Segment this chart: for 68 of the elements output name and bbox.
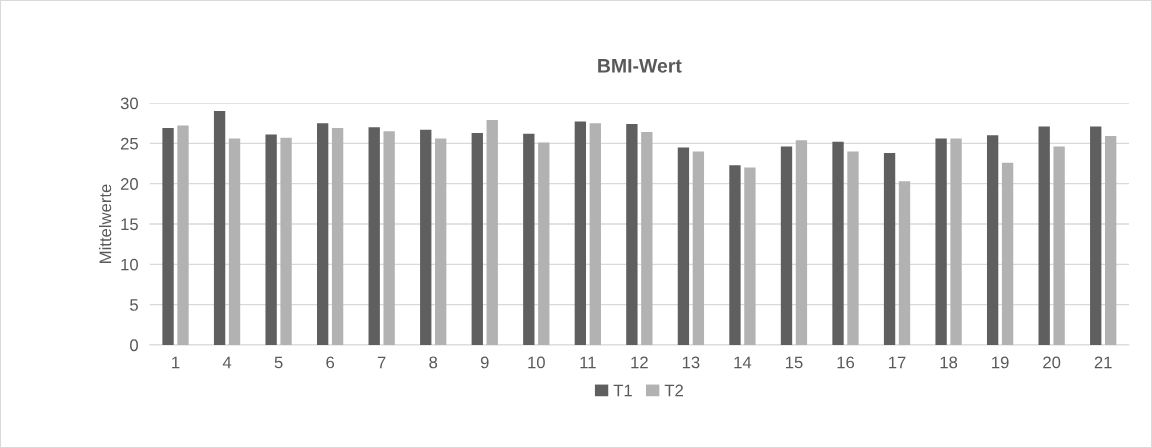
bar bbox=[331, 128, 344, 345]
x-tick-label: 5 bbox=[274, 356, 283, 369]
y-axis-title: Mittelwerte bbox=[99, 184, 112, 263]
bar bbox=[177, 125, 189, 345]
x-tick-label: 21 bbox=[1094, 356, 1112, 369]
x-tick-label: 19 bbox=[992, 356, 1009, 369]
bar bbox=[935, 138, 947, 345]
y-tick-label: 0 bbox=[130, 339, 138, 352]
bar bbox=[1001, 162, 1014, 345]
bar bbox=[1090, 126, 1102, 345]
bar bbox=[847, 151, 859, 345]
bar bbox=[162, 128, 174, 345]
bar bbox=[986, 135, 999, 345]
bar bbox=[368, 127, 380, 345]
bar bbox=[950, 138, 962, 345]
y-tick-label: 30 bbox=[120, 97, 138, 110]
x-tick-label: 17 bbox=[889, 356, 906, 369]
bar bbox=[486, 119, 498, 345]
bar bbox=[898, 181, 911, 345]
bar bbox=[265, 134, 277, 345]
x-tick-label: 13 bbox=[682, 356, 700, 369]
chart-title: BMI-Wert bbox=[598, 59, 682, 73]
x-tick-label: 8 bbox=[429, 356, 438, 369]
bar bbox=[523, 133, 535, 345]
bar bbox=[626, 124, 638, 345]
y-tick-label: 5 bbox=[130, 299, 138, 311]
bar bbox=[883, 153, 896, 345]
bar bbox=[420, 129, 432, 345]
bar bbox=[744, 167, 756, 345]
bar bbox=[641, 132, 653, 345]
bar bbox=[780, 146, 793, 345]
bar bbox=[280, 137, 292, 345]
bar bbox=[471, 132, 483, 345]
x-tick-label: 7 bbox=[377, 356, 386, 369]
bar bbox=[574, 121, 587, 345]
bar bbox=[435, 138, 447, 345]
bar bbox=[729, 165, 741, 345]
bar bbox=[213, 111, 226, 345]
x-tick-label: 9 bbox=[480, 356, 489, 369]
bar bbox=[1038, 126, 1050, 345]
x-tick-label: 4 bbox=[222, 356, 232, 369]
legend-label: T1 bbox=[613, 384, 632, 397]
bar bbox=[832, 141, 844, 345]
bar bbox=[538, 142, 550, 345]
bar bbox=[1053, 146, 1065, 345]
x-tick-label: 12 bbox=[631, 356, 648, 369]
x-tick-label: 6 bbox=[326, 356, 335, 369]
bar bbox=[795, 140, 808, 345]
bar bbox=[228, 138, 241, 345]
x-tick-label: 1 bbox=[172, 356, 180, 369]
x-tick-label: 20 bbox=[1043, 356, 1061, 369]
y-tick-label: 10 bbox=[121, 258, 138, 271]
bar bbox=[589, 123, 601, 345]
y-tick-label: 20 bbox=[120, 178, 138, 190]
y-tick-label: 15 bbox=[121, 218, 138, 231]
y-tick-label: 25 bbox=[120, 137, 138, 150]
x-tick-label: 15 bbox=[785, 356, 803, 369]
legend-label: T2 bbox=[664, 384, 683, 397]
bar bbox=[1105, 136, 1117, 345]
bar bbox=[677, 147, 690, 345]
bar bbox=[383, 131, 395, 345]
x-tick-label: 14 bbox=[734, 356, 752, 369]
x-tick-label: 11 bbox=[580, 356, 596, 369]
x-tick-label: 16 bbox=[837, 356, 855, 369]
bar bbox=[692, 151, 705, 345]
x-tick-label: 10 bbox=[528, 356, 545, 369]
bar bbox=[317, 123, 329, 345]
x-tick-label: 18 bbox=[940, 356, 958, 369]
